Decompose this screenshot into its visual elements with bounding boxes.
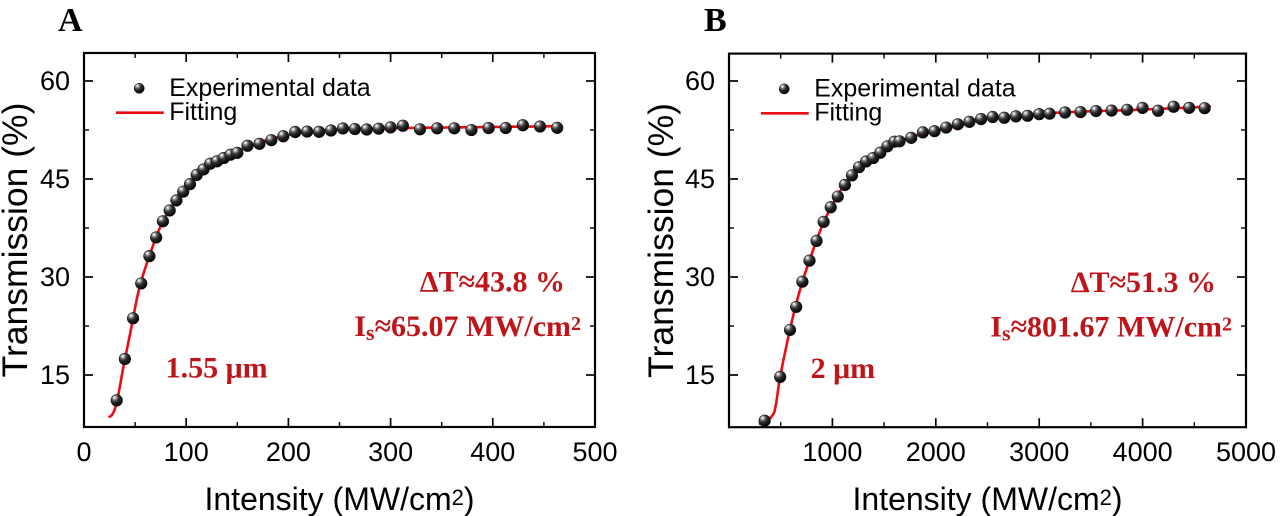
svg-text:ΔT≈43.8 %: ΔT≈43.8 %	[420, 266, 565, 299]
svg-text:30: 30	[40, 262, 70, 292]
svg-text:Is≈65.07 MW/cm2: Is≈65.07 MW/cm2	[354, 310, 581, 345]
svg-text:2000: 2000	[906, 437, 966, 467]
svg-text:300: 300	[368, 437, 413, 467]
svg-text:Intensity (MW/cm2): Intensity (MW/cm2)	[204, 481, 474, 516]
svg-text:Transmission (%): Transmission (%)	[0, 103, 35, 378]
svg-text:Fitting: Fitting	[814, 99, 882, 127]
svg-text:B: B	[704, 2, 727, 39]
svg-text:100: 100	[164, 437, 209, 467]
svg-text:2 μm: 2 μm	[811, 352, 876, 385]
svg-text:Is≈801.67 MW/cm2: Is≈801.67 MW/cm2	[990, 311, 1232, 346]
svg-text:500: 500	[572, 437, 617, 467]
svg-text:45: 45	[40, 164, 70, 194]
svg-text:15: 15	[685, 360, 715, 390]
svg-text:Intensity (MW/cm2): Intensity (MW/cm2)	[852, 481, 1122, 516]
svg-text:15: 15	[40, 360, 70, 390]
svg-text:Fitting: Fitting	[169, 98, 237, 126]
svg-text:1.55 μm: 1.55 μm	[166, 351, 268, 384]
svg-text:A: A	[58, 2, 83, 39]
svg-text:Transmission (%): Transmission (%)	[641, 103, 681, 378]
svg-text:45: 45	[685, 164, 715, 194]
svg-text:ΔT≈51.3 %: ΔT≈51.3 %	[1071, 266, 1216, 299]
svg-text:30: 30	[685, 262, 715, 292]
svg-text:5000: 5000	[1216, 437, 1276, 467]
svg-text:0: 0	[76, 437, 91, 467]
svg-text:200: 200	[266, 437, 311, 467]
svg-text:4000: 4000	[1113, 437, 1173, 467]
svg-text:400: 400	[470, 437, 515, 467]
svg-text:60: 60	[685, 66, 715, 96]
svg-text:60: 60	[40, 66, 70, 96]
svg-text:1000: 1000	[802, 437, 862, 467]
svg-text:3000: 3000	[1009, 437, 1069, 467]
